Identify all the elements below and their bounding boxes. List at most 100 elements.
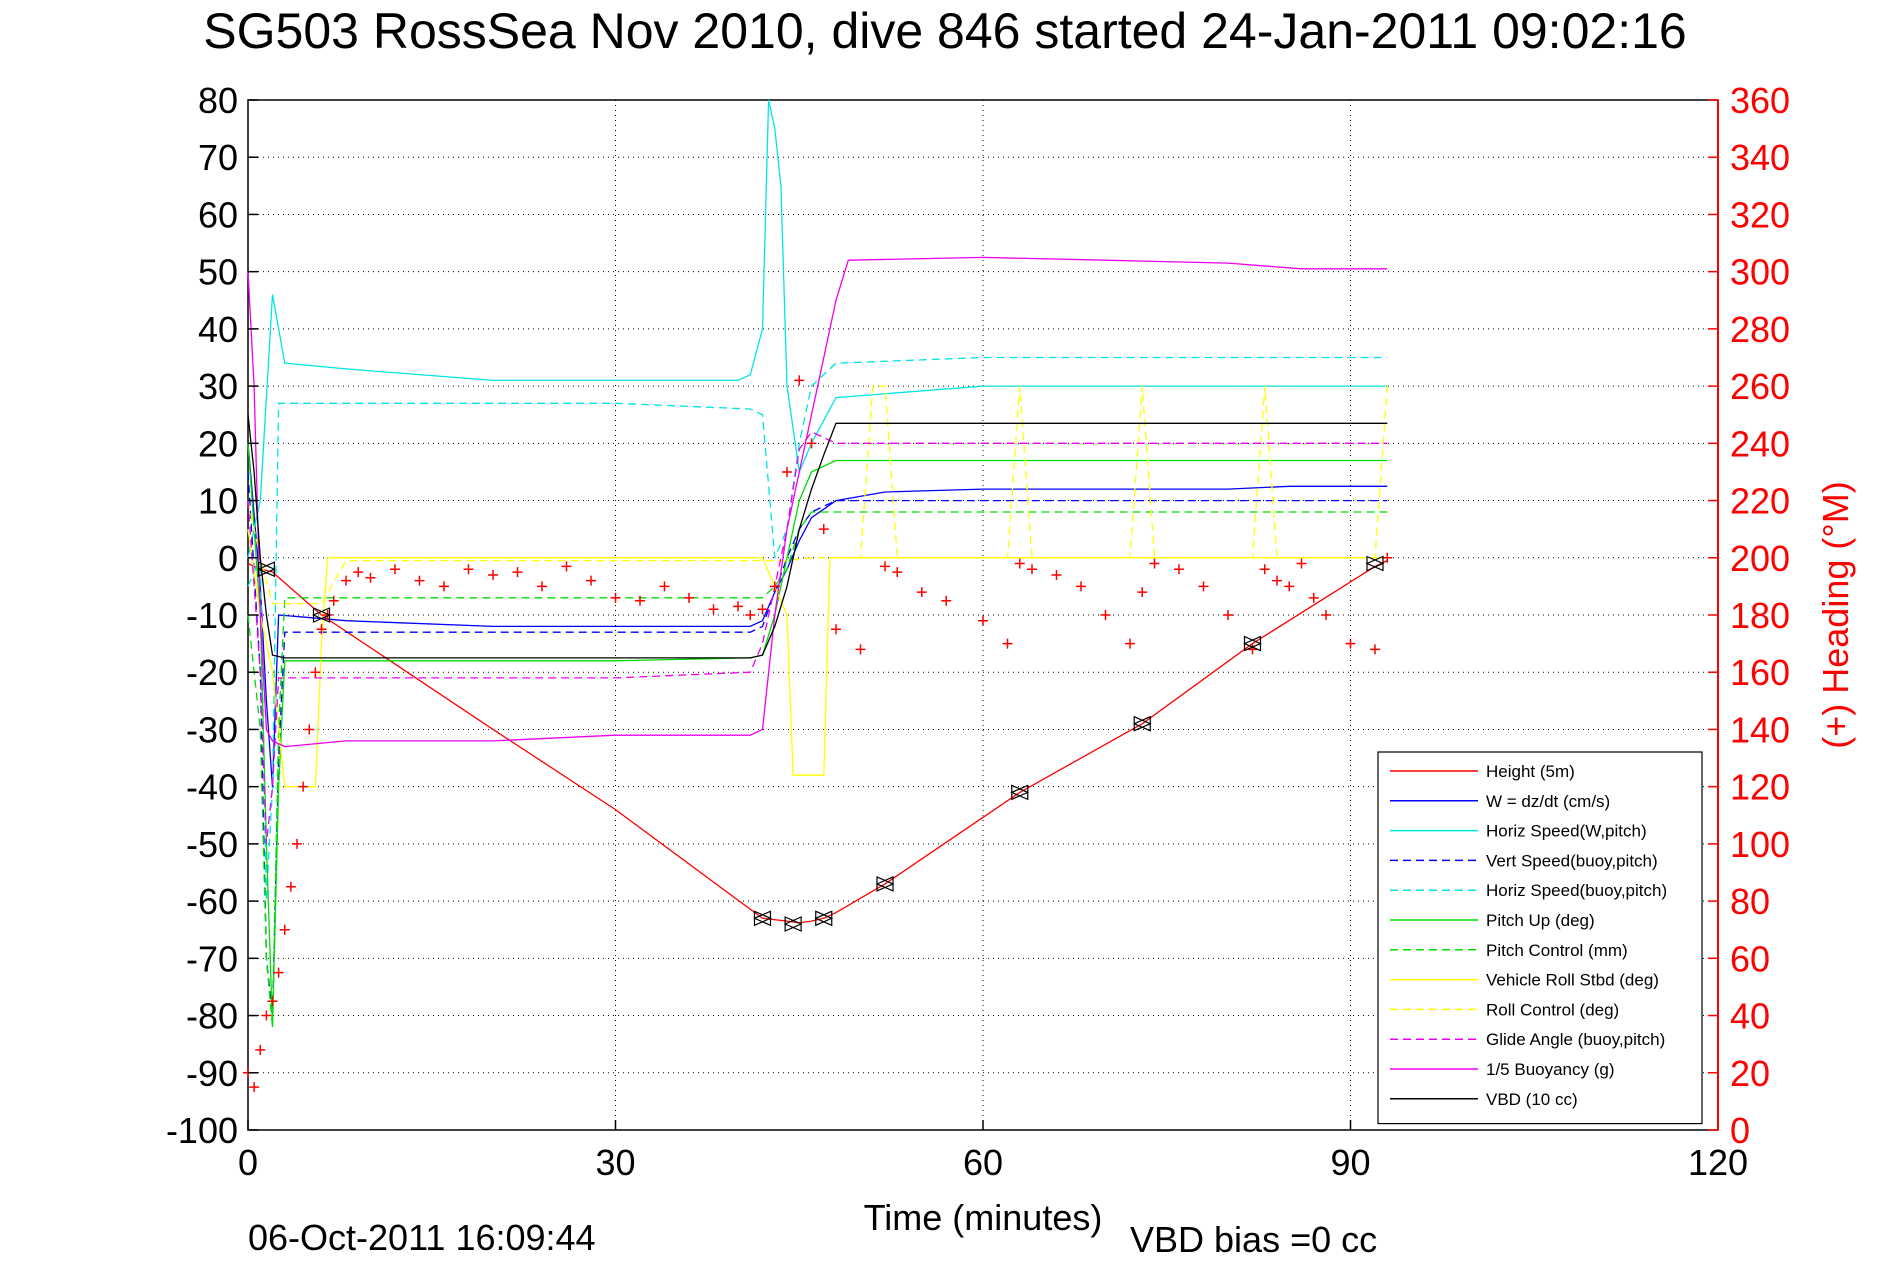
heading-point <box>1051 569 1062 580</box>
x-tick-label: 120 <box>1688 1142 1748 1183</box>
heading-point <box>586 575 596 586</box>
y2-tick-label: 200 <box>1730 538 1790 579</box>
legend-entry: Horiz Speed(W,pitch) <box>1486 822 1647 841</box>
x-tick-label: 30 <box>595 1142 635 1183</box>
y-tick-label: 10 <box>198 481 238 522</box>
y2-tick-label: 180 <box>1730 595 1790 636</box>
series-roll-control-deg <box>247 385 1388 605</box>
heading-point <box>1137 587 1148 598</box>
heading-point <box>1125 638 1135 649</box>
heading-point <box>304 724 315 735</box>
heading-point <box>328 595 339 606</box>
y2-tick-label: 100 <box>1730 824 1790 865</box>
heading-point <box>831 624 841 635</box>
series-glide-angle-buoy-pitch <box>247 431 1388 844</box>
heading-point <box>769 581 780 592</box>
heading-point <box>1321 610 1331 620</box>
y2-tick-label: 40 <box>1730 996 1770 1037</box>
heading-point <box>537 581 547 592</box>
heading-point <box>1149 558 1160 569</box>
y2-tick-label: 280 <box>1730 309 1790 350</box>
y-tick-label: -50 <box>186 824 238 865</box>
heading-point <box>255 1044 266 1055</box>
y2-tick-label: 340 <box>1730 137 1790 178</box>
heading-point <box>1259 564 1270 575</box>
x-axis-ticks: 0 30 60 90 120 <box>238 1120 1748 1183</box>
heading-point <box>782 466 792 477</box>
heading-point <box>1076 581 1086 592</box>
glider-marker <box>875 876 895 892</box>
glider-markers <box>256 555 1385 932</box>
x-tick-label: 90 <box>1330 1142 1370 1183</box>
right-axis-label: (+) Heading (°M) <box>1815 481 1856 748</box>
series-height-5m <box>247 560 1388 924</box>
heading-point <box>1027 564 1037 575</box>
y2-tick-label: 260 <box>1730 366 1790 407</box>
heading-point <box>561 561 572 572</box>
heading-point <box>279 924 290 935</box>
y2-tick-label: 240 <box>1730 423 1790 464</box>
heading-point <box>708 604 719 615</box>
heading-point <box>818 524 829 535</box>
legend-entry: Height (5m) <box>1486 762 1575 781</box>
series-pitch-up-deg <box>247 443 1388 1028</box>
y-tick-label: -80 <box>186 996 238 1037</box>
legend-entry: W = dz/dt (cm/s) <box>1486 792 1610 811</box>
series-layer <box>243 99 1393 1093</box>
x-tick-label: 60 <box>963 1142 1003 1183</box>
heading-point <box>1296 558 1307 569</box>
glider-marker <box>753 910 772 927</box>
legend: Height (5m) W = dz/dt (cm/s) Horiz Speed(W… <box>1377 751 1703 1125</box>
chart-title: SG503 RossSea Nov 2010, dive 846 started… <box>203 3 1686 59</box>
y2-tick-label: 140 <box>1730 709 1790 750</box>
heading-point <box>1272 575 1282 586</box>
y-tick-label: 70 <box>198 137 238 178</box>
heading-point <box>365 572 376 583</box>
heading-point <box>855 644 866 655</box>
y-tick-label: -10 <box>186 595 238 636</box>
legend-entry: Glide Angle (buoy,pitch) <box>1486 1030 1665 1049</box>
x-axis-label: Time (minutes) <box>864 1197 1103 1238</box>
heading-point <box>273 967 284 978</box>
legend-box <box>1377 751 1703 1125</box>
heading-point <box>1382 552 1393 563</box>
heading-point <box>659 581 670 592</box>
heading-point <box>757 604 768 615</box>
footer-vbd-bias: VBD bias =0 cc <box>1130 1219 1377 1260</box>
glider-marker <box>256 561 276 578</box>
glider-marker <box>312 607 331 623</box>
series-heading <box>243 375 1393 1093</box>
y-tick-label: -40 <box>186 767 238 808</box>
series-pitch-control-mm <box>247 511 1388 1028</box>
legend-entry: Pitch Up (deg) <box>1486 911 1595 930</box>
heading-point <box>1223 610 1233 620</box>
y-tick-label: -30 <box>186 709 238 750</box>
heading-point <box>298 781 309 792</box>
heading-point <box>1198 581 1209 592</box>
heading-point <box>1247 644 1258 655</box>
y-tick-label: 60 <box>198 194 238 235</box>
y-tick-label: 30 <box>198 366 238 407</box>
heading-point <box>1014 558 1025 569</box>
series-horiz-speed-buoy-pitch <box>247 356 1388 902</box>
heading-point <box>292 838 302 849</box>
y-tick-label: -100 <box>166 1110 238 1151</box>
series-1-5-buoyancy-g <box>247 256 1388 748</box>
y2-tick-label: 80 <box>1730 881 1770 922</box>
y2-tick-label: 220 <box>1730 481 1790 522</box>
heading-point <box>512 567 523 578</box>
y-tick-label: 80 <box>198 80 238 121</box>
y2-tick-label: 120 <box>1730 767 1790 808</box>
y2-tick-label: 160 <box>1730 652 1790 693</box>
y-tick-label: 50 <box>198 252 238 293</box>
heading-point <box>1370 644 1380 655</box>
legend-entry: Vehicle Roll Stbd (deg) <box>1486 971 1659 990</box>
heading-point <box>684 592 694 603</box>
heading-point <box>341 575 351 586</box>
y2-tick-label: 360 <box>1730 80 1790 121</box>
legend-entry: Horiz Speed(buoy,pitch) <box>1486 881 1667 900</box>
legend-entry: Vert Speed(buoy,pitch) <box>1486 851 1658 870</box>
heading-point <box>414 575 425 586</box>
heading-point <box>733 601 743 612</box>
series-vbd-10-cc <box>247 414 1388 659</box>
